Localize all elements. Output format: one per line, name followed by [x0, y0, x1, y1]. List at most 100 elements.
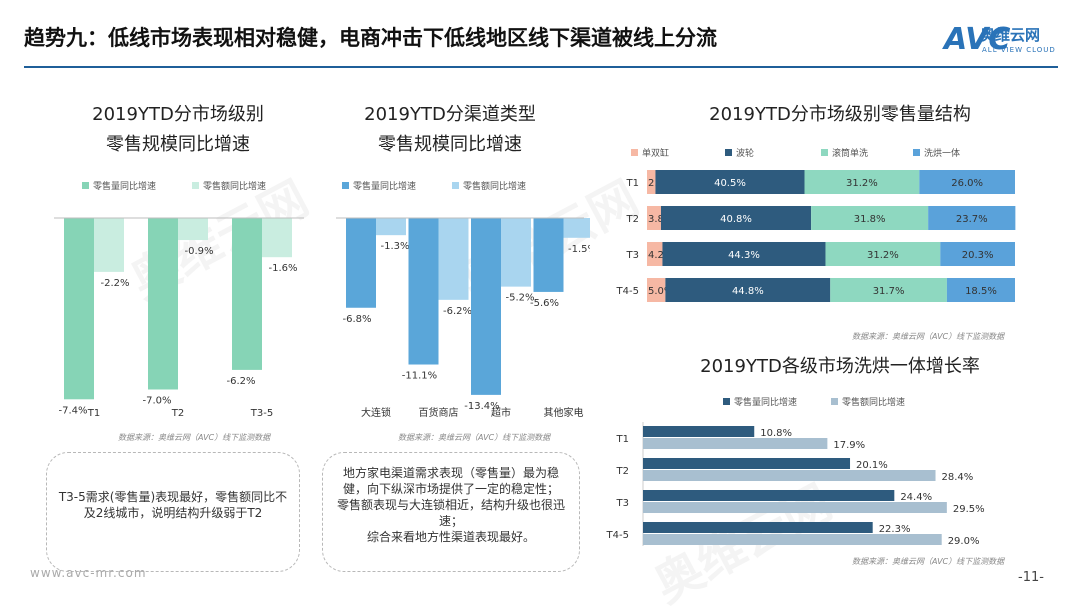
stack-segment — [647, 206, 661, 230]
data-label: 3.8% — [648, 214, 673, 225]
stack-segment — [811, 206, 929, 230]
tick-label: T1 — [87, 408, 100, 419]
data-label: 20.1% — [856, 460, 888, 471]
stack-segment — [830, 278, 947, 302]
page-title: 趋势九：低线市场表现相对稳健，电商冲击下低线地区线下渠道被线上分流 — [24, 26, 717, 50]
logo-mark: AVC — [944, 22, 1011, 57]
legend-swatch — [913, 149, 920, 156]
legend-swatch — [631, 149, 638, 156]
legend-swatch — [821, 149, 828, 156]
data-label: -11.1% — [402, 371, 437, 382]
tick-label: T3 — [626, 250, 639, 261]
bar-volume — [232, 218, 262, 370]
legend-swatch — [342, 182, 349, 189]
chart3-source: 数据来源：奥维云网（AVC）线下监测数据 — [852, 332, 1005, 341]
stack-segment — [919, 170, 1015, 194]
bar-volume — [64, 218, 94, 400]
data-label: 44.8% — [732, 286, 764, 297]
stack-segment — [660, 206, 812, 230]
tick-label: 大连锁 — [361, 406, 391, 419]
data-label: -6.2% — [226, 376, 255, 387]
bar-volume — [643, 522, 873, 533]
legend-label: 零售额同比增速 — [463, 180, 526, 192]
bar-value — [643, 438, 828, 449]
tick-label: T4-5 — [616, 286, 639, 297]
tick-label: T2 — [616, 466, 629, 477]
chart1-title: 2019YTD分市场级别 零售规模同比增速 — [48, 100, 308, 160]
bar-value — [438, 218, 469, 300]
stack-segment — [825, 242, 941, 266]
data-label: 31.2% — [846, 178, 878, 189]
stack-segment — [647, 278, 666, 302]
tick-label: 其他家电 — [544, 406, 584, 419]
chart-legend: 零售量同比增速 零售额同比增速 — [82, 180, 266, 192]
bar-value — [643, 502, 947, 513]
data-label: -1.5% — [568, 244, 590, 255]
chart3-title: 2019YTD分市场级别零售量结构 — [709, 104, 971, 125]
legend-label: 波轮 — [736, 147, 754, 159]
tick-label: T1 — [616, 434, 629, 445]
data-label: 5.0% — [648, 286, 673, 297]
chart3-svg: 单双缸波轮滚筒单洗洗烘一体T12.3%40.5%31.2%26.0%T23.8%… — [616, 147, 1016, 302]
bar-value — [501, 218, 531, 287]
data-label: 22.3% — [879, 524, 911, 535]
data-label: 40.5% — [714, 178, 746, 189]
legend-label: 洗烘一体 — [924, 147, 960, 159]
bar-volume — [643, 490, 895, 501]
stack-segment — [662, 242, 826, 266]
chart-legend: 单双缸 波轮 滚筒单洗 洗烘一体 — [631, 147, 960, 159]
logo-cn: 奥维云网 — [980, 26, 1041, 44]
bar-volume — [533, 218, 564, 292]
stack-segment — [940, 242, 1015, 266]
tick-label: T1 — [626, 178, 639, 189]
chart2-svg: 零售量同比增速 零售额同比增速 -6.8% -1.3% 大连锁 -11.1% -6.2% 百货… — [336, 180, 590, 419]
data-label: 23.7% — [956, 214, 988, 225]
data-label: -1.6% — [268, 263, 297, 274]
bar-volume — [148, 218, 178, 390]
chart2-source: 数据来源：奥维云网（AVC）线下监测数据 — [398, 433, 551, 442]
chart-legend: 零售量同比增速 零售额同比增速 — [723, 396, 905, 408]
bar-volume — [643, 426, 755, 437]
tick-label: T4-5 — [606, 530, 629, 541]
tick-label: T2 — [626, 214, 639, 225]
chart4-source: 数据来源：奥维云网（AVC）线下监测数据 — [852, 557, 1005, 566]
data-label: -6.2% — [443, 306, 472, 317]
data-label: 40.8% — [720, 214, 752, 225]
bar-volume — [346, 218, 376, 308]
bar-value — [94, 218, 124, 272]
data-label: 18.5% — [965, 286, 997, 297]
data-label: -5.6% — [530, 298, 559, 309]
legend-label: 零售量同比增速 — [353, 180, 416, 192]
note-middle: 地方家电渠道需求表现（零售量）最为稳健，向下纵深市场提供了一定的稳定性； 零售额… — [322, 452, 580, 572]
data-label: -7.4% — [58, 405, 87, 416]
bar-value — [178, 218, 208, 241]
tick-label: T3-5 — [250, 408, 273, 419]
chart2-title: 2019YTD分渠道类型 零售规模同比增速 — [320, 100, 580, 160]
legend-swatch — [82, 182, 89, 189]
bar-volume — [471, 218, 501, 395]
data-label: 20.3% — [962, 250, 994, 261]
legend-swatch — [452, 182, 459, 189]
legend-swatch — [831, 398, 838, 405]
data-label: -2.2% — [100, 278, 129, 289]
chart-legend: 零售量同比增速 零售额同比增速 — [342, 180, 526, 192]
data-label: -5.2% — [505, 293, 534, 304]
legend-label: 零售额同比增速 — [203, 180, 266, 192]
stack-segment — [647, 170, 656, 194]
legend-label: 零售量同比增速 — [93, 180, 156, 192]
data-label: 44.3% — [728, 250, 760, 261]
legend-label: 零售量同比增速 — [734, 396, 797, 408]
stack-segment — [946, 278, 1015, 302]
page-number: -11- — [1018, 570, 1044, 585]
bar-value — [643, 470, 936, 481]
legend-label: 滚筒单洗 — [832, 147, 868, 159]
footer-url[interactable]: www.avc-mr.com — [30, 566, 147, 580]
bar-volume — [408, 218, 439, 365]
legend-swatch — [192, 182, 199, 189]
bar-value — [376, 218, 406, 236]
data-label: 28.4% — [942, 472, 974, 483]
logo-en: ALL VIEW CLOUD — [982, 46, 1056, 54]
tick-label: 超市 — [491, 406, 511, 419]
chart1-source: 数据来源：奥维云网（AVC）线下监测数据 — [118, 433, 271, 442]
legend-label: 单双缸 — [642, 147, 669, 159]
